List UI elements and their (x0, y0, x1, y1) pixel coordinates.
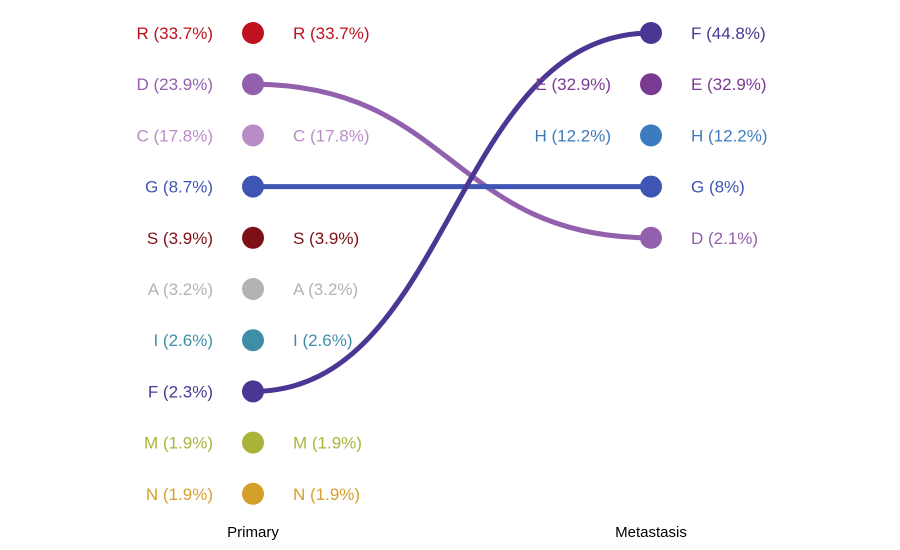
category-points (242, 22, 662, 505)
primary-label-S: S (3.9%) (147, 229, 213, 248)
connection-lines (250, 30, 654, 394)
primary-label-A: A (3.2%) (148, 280, 213, 299)
metastasis-label-D: D (2.1%) (691, 229, 758, 248)
metastasis-label-left-H: H (12.2%) (534, 126, 611, 145)
connection-line-D (250, 81, 654, 241)
primary-point-G (242, 175, 264, 198)
primary-label-C: C (17.8%) (136, 126, 213, 145)
metastasis-label-F: F (44.8%) (691, 24, 766, 43)
metastasis-point-D (640, 226, 662, 249)
primary-point-A (242, 278, 264, 300)
primary-label-right-N: N (1.9%) (293, 485, 360, 504)
primary-label-right-S: S (3.9%) (293, 229, 359, 248)
primary-label-F: F (2.3%) (148, 382, 213, 401)
metastasis-point-G (640, 175, 662, 198)
metastasis-point-H (640, 124, 662, 147)
primary-label-R: R (33.7%) (136, 24, 213, 43)
primary-label-N: N (1.9%) (146, 485, 213, 504)
primary-label-right-R: R (33.7%) (293, 24, 370, 43)
axis-label-primary: Primary (227, 524, 279, 541)
primary-label-G: G (8.7%) (145, 178, 213, 197)
primary-point-S (242, 226, 264, 249)
metastasis-point-E (640, 73, 662, 96)
primary-point-F (242, 380, 264, 403)
metastasis-point-F (640, 22, 662, 44)
primary-point-N (242, 482, 264, 505)
primary-label-I: I (2.6%) (153, 331, 213, 350)
primary-label-M: M (1.9%) (144, 434, 213, 453)
primary-label-right-A: A (3.2%) (293, 280, 358, 299)
connection-line-F (250, 30, 654, 394)
primary-point-I (242, 329, 264, 352)
metastasis-label-E: E (32.9%) (691, 75, 767, 94)
metastasis-label-G: G (8%) (691, 178, 745, 197)
primary-point-R (242, 22, 264, 44)
primary-label-right-C: C (17.8%) (293, 126, 370, 145)
primary-label-right-I: I (2.6%) (293, 331, 353, 350)
metastasis-label-left-E: E (32.9%) (535, 75, 611, 94)
axis-label-metastasis: Metastasis (615, 524, 687, 541)
primary-point-D (242, 73, 264, 96)
primary-label-right-M: M (1.9%) (293, 434, 362, 453)
category-labels: R (33.7%) R (33.7%) D (23.9%) C (17.8%) C (1… (136, 24, 767, 504)
metastasis-label-H: H (12.2%) (691, 126, 768, 145)
primary-label-D: D (23.9%) (136, 75, 213, 94)
primary-point-C (242, 124, 264, 147)
primary-point-M (242, 431, 264, 454)
